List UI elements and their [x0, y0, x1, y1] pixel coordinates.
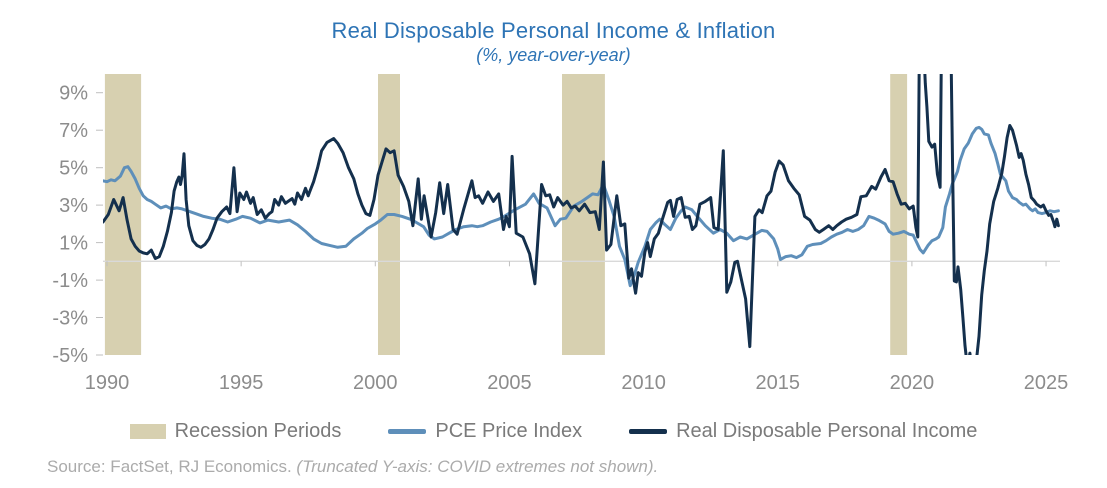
rdpi-line-swatch-icon: [629, 429, 668, 434]
legend-label: PCE Price Index: [435, 420, 583, 442]
y-axis-label: 7%: [59, 120, 88, 142]
x-axis-label: 2015: [756, 372, 801, 394]
x-axis-label: 1995: [219, 372, 264, 394]
recession-band-swatch-icon: [129, 424, 166, 439]
x-axis-label: 2020: [890, 372, 935, 394]
y-axis-label: -3%: [52, 308, 88, 330]
y-axis-label: 3%: [59, 195, 88, 217]
source-text: Source: FactSet, RJ Economics.: [47, 457, 297, 476]
legend-item-recession-periods: Recession Periods: [129, 420, 342, 443]
source-note: Source: FactSet, RJ Economics. (Truncate…: [47, 457, 658, 477]
x-axis-label: 2025: [1024, 372, 1069, 394]
x-axis-label: 2000: [353, 372, 398, 394]
y-axis-label: 9%: [59, 83, 88, 105]
chart-subtitle: (%, year-over-year): [476, 45, 631, 65]
y-axis-label: -1%: [52, 270, 88, 292]
y-axis-label: 1%: [59, 233, 88, 255]
legend-label: Real Disposable Personal Income: [676, 420, 978, 442]
x-axis-label: 1990: [85, 372, 130, 394]
real-disposable-personal-income-line: [103, 74, 1060, 355]
source-note-italic: (Truncated Y-axis: COVID extremes not sh…: [296, 457, 659, 476]
chart-plot: 1990 1995 2000 2005 2010 2015 2020 2025 9% 7% 5% 3%…: [52, 74, 1069, 394]
legend-item-real-disposable-personal-income: Real Disposable Personal Income: [629, 420, 977, 443]
legend-label: Recession Periods: [174, 420, 342, 442]
pce-price-index-line: [103, 125, 1060, 288]
x-axis-label: 2005: [487, 372, 532, 394]
chart-legend: Recession Periods PCE Price Index Real D…: [0, 420, 1107, 443]
recession-band: [104, 74, 142, 355]
y-axis-label: 5%: [59, 158, 88, 180]
y-axis-label: -5%: [52, 345, 88, 367]
recession-band: [890, 74, 908, 355]
legend-item-pce-price-index: PCE Price Index: [388, 420, 582, 443]
chart-title: Real Disposable Personal Income & Inflat…: [331, 18, 776, 43]
pce-line-swatch-icon: [388, 429, 427, 434]
x-axis-label: 2010: [621, 372, 666, 394]
